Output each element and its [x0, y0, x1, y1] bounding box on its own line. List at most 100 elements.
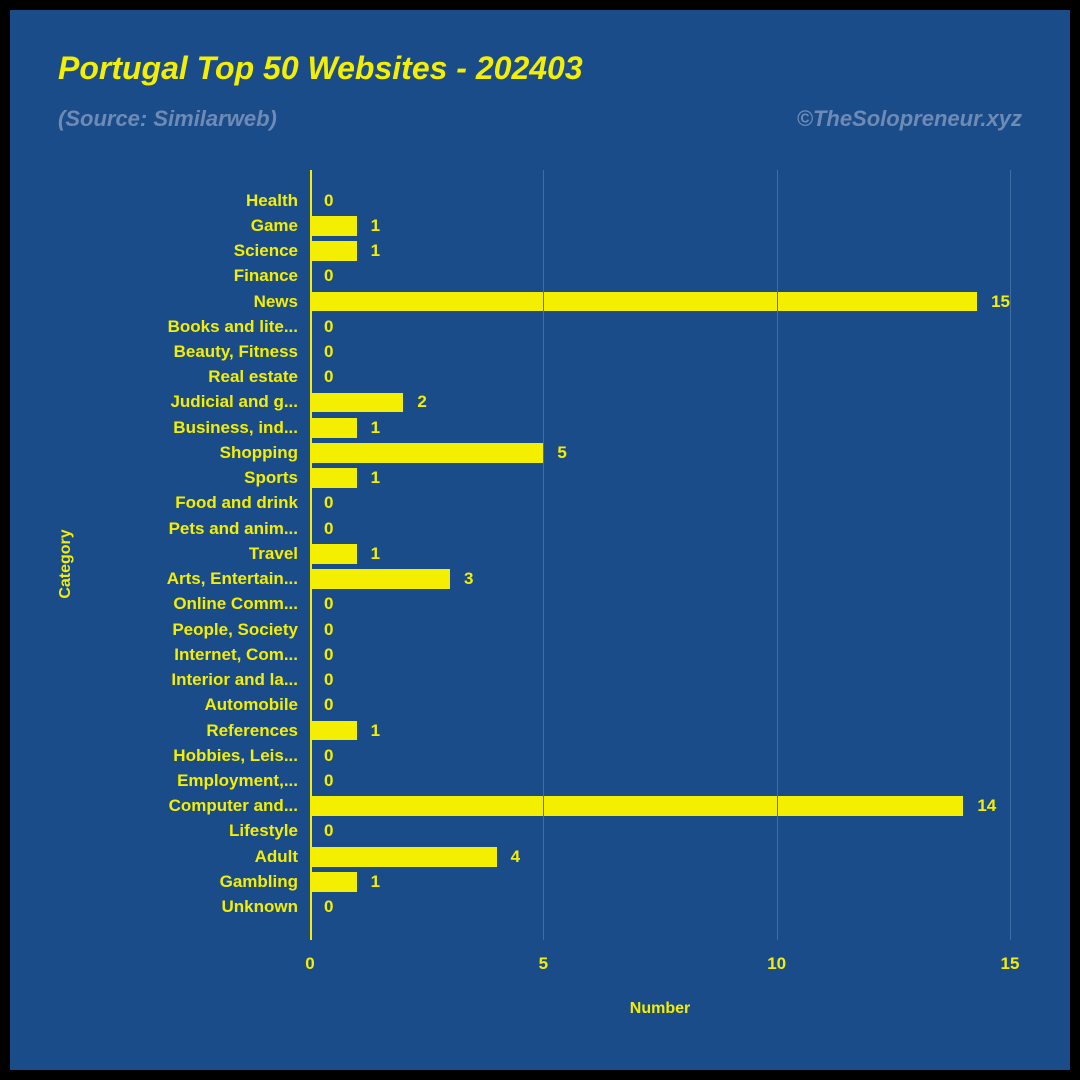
- bar: [310, 796, 963, 816]
- category-label: Unknown: [222, 897, 311, 917]
- bar-row: Hobbies, Leis...0: [310, 743, 1010, 768]
- bar-value: 1: [371, 544, 380, 564]
- grid-line: [1010, 170, 1011, 940]
- bar-value: 0: [324, 367, 333, 387]
- bar-row: Adult4: [310, 844, 1010, 869]
- category-label: Automobile: [205, 695, 311, 715]
- bar-value: 1: [371, 418, 380, 438]
- bar-value: 0: [324, 266, 333, 286]
- category-label: Interior and la...: [171, 670, 310, 690]
- category-label: Computer and...: [169, 796, 310, 816]
- grid-line: [777, 170, 778, 940]
- bar-row: Finance0: [310, 264, 1010, 289]
- category-label: Business, ind...: [173, 418, 310, 438]
- bar-value: 1: [371, 872, 380, 892]
- bar-value: 0: [324, 771, 333, 791]
- bar-value: 0: [324, 746, 333, 766]
- bar-row: Internet, Com...0: [310, 642, 1010, 667]
- category-label: Internet, Com...: [174, 645, 310, 665]
- category-label: Arts, Entertain...: [167, 569, 310, 589]
- bar-row: Online Comm...0: [310, 592, 1010, 617]
- bar-value: 5: [557, 443, 566, 463]
- bar-row: Arts, Entertain...3: [310, 567, 1010, 592]
- category-label: News: [254, 292, 310, 312]
- bar: [310, 393, 403, 413]
- bar-row: Employment,...0: [310, 768, 1010, 793]
- bar-row: Science1: [310, 238, 1010, 263]
- bar-row: Food and drink0: [310, 491, 1010, 516]
- bar-row: Health0: [310, 188, 1010, 213]
- chart-subtitle: (Source: Similarweb): [58, 106, 277, 132]
- y-axis-line: [310, 170, 312, 940]
- category-label: People, Society: [172, 620, 310, 640]
- bar: [310, 847, 497, 867]
- bar-row: Automobile0: [310, 693, 1010, 718]
- x-tick: 0: [305, 940, 314, 974]
- chart-title: Portugal Top 50 Websites - 202403: [58, 50, 583, 87]
- category-label: Gambling: [220, 872, 310, 892]
- bar: [310, 544, 357, 564]
- x-tick: 10: [767, 940, 786, 974]
- bars-container: Health0Game1Science1Finance0News15Books …: [310, 188, 1010, 920]
- bar-row: News15: [310, 289, 1010, 314]
- x-tick: 15: [1001, 940, 1020, 974]
- category-label: Beauty, Fitness: [174, 342, 310, 362]
- bar: [310, 418, 357, 438]
- category-label: Health: [246, 191, 310, 211]
- bar-row: Pets and anim...0: [310, 516, 1010, 541]
- bar-value: 0: [324, 493, 333, 513]
- bar-value: 3: [464, 569, 473, 589]
- bar-value: 1: [371, 241, 380, 261]
- plot-area: Health0Game1Science1Finance0News15Books …: [310, 170, 1010, 940]
- category-label: Judicial and g...: [170, 392, 310, 412]
- bar-value: 14: [977, 796, 996, 816]
- bar-value: 0: [324, 695, 333, 715]
- bar-value: 0: [324, 897, 333, 917]
- bar-value: 0: [324, 191, 333, 211]
- category-label: Lifestyle: [229, 821, 310, 841]
- category-label: Adult: [255, 847, 310, 867]
- category-label: Real estate: [208, 367, 310, 387]
- chart-credit: ©TheSolopreneur.xyz: [797, 106, 1022, 132]
- bar-row: Shopping5: [310, 440, 1010, 465]
- chart-frame: Portugal Top 50 Websites - 202403 (Sourc…: [8, 8, 1072, 1072]
- bar-value: 0: [324, 645, 333, 665]
- bar-row: Travel1: [310, 541, 1010, 566]
- bar-value: 1: [371, 721, 380, 741]
- bar-value: 0: [324, 342, 333, 362]
- category-label: Sports: [244, 468, 310, 488]
- bar-row: Real estate0: [310, 365, 1010, 390]
- category-label: Finance: [234, 266, 310, 286]
- category-label: Pets and anim...: [169, 519, 310, 539]
- bar-value: 0: [324, 670, 333, 690]
- category-label: Game: [251, 216, 310, 236]
- bar-row: People, Society0: [310, 617, 1010, 642]
- category-label: Shopping: [220, 443, 310, 463]
- bar: [310, 569, 450, 589]
- bar-row: Sports1: [310, 466, 1010, 491]
- bar-row: Computer and...14: [310, 794, 1010, 819]
- bar-value: 1: [371, 468, 380, 488]
- bar-value: 0: [324, 317, 333, 337]
- category-label: Online Comm...: [173, 594, 310, 614]
- bar-value: 0: [324, 620, 333, 640]
- grid-line: [543, 170, 544, 940]
- bar: [310, 216, 357, 236]
- bar-value: 1: [371, 216, 380, 236]
- bar: [310, 292, 977, 312]
- bar: [310, 443, 543, 463]
- bar-row: Judicial and g...2: [310, 390, 1010, 415]
- bar-row: Game1: [310, 213, 1010, 238]
- category-label: Hobbies, Leis...: [173, 746, 310, 766]
- category-label: References: [206, 721, 310, 741]
- category-label: Employment,...: [177, 771, 310, 791]
- bar-value: 2: [417, 392, 426, 412]
- y-axis-label: Category: [57, 529, 75, 598]
- bar-row: References1: [310, 718, 1010, 743]
- bar-row: Beauty, Fitness0: [310, 339, 1010, 364]
- category-label: Science: [234, 241, 310, 261]
- bar: [310, 721, 357, 741]
- category-label: Travel: [249, 544, 310, 564]
- x-tick: 5: [539, 940, 548, 974]
- bar-row: Books and lite...0: [310, 314, 1010, 339]
